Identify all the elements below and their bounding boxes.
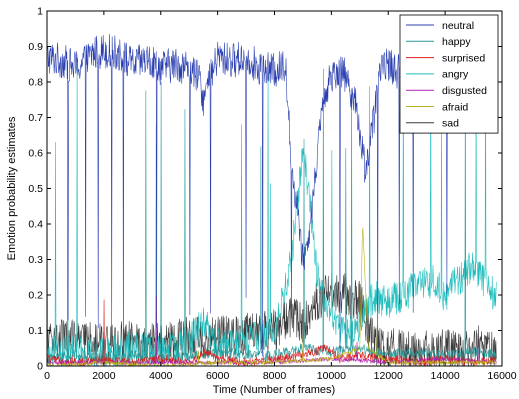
legend-label-angry: angry	[442, 69, 469, 81]
y-tick-label: 0.9	[28, 41, 43, 53]
y-tick-label: 0.3	[28, 254, 43, 266]
x-tick-label: 14000	[431, 370, 460, 382]
y-tick-label: 0.8	[28, 77, 43, 89]
series-line-surprised	[47, 299, 497, 366]
tick-layer: 0 2000 4000 6000 8000 10000 12000 14000 16000 0 0.…	[28, 6, 516, 383]
legend-label-happy: happy	[442, 36, 471, 48]
y-tick-label: 0.6	[28, 148, 43, 160]
series-line-afraid	[47, 227, 497, 366]
y-tick-label: 0.1	[28, 325, 43, 337]
x-tick-label: 2000	[92, 370, 116, 382]
x-tick-label: 0	[44, 370, 50, 382]
legend-label-neutral: neutral	[442, 20, 474, 32]
y-tick-label: 0.5	[28, 183, 43, 195]
y-tick-label: 0.7	[28, 112, 43, 124]
y-tick-label: 0	[37, 361, 43, 373]
x-tick-label: 10000	[317, 370, 346, 382]
y-tick-label: 0.4	[28, 219, 43, 231]
x-tick-label: 16000	[487, 370, 516, 382]
x-tick-label: 4000	[149, 370, 173, 382]
legend-label-sad: sad	[442, 118, 459, 130]
legend: neutral happy surprised angry disgusted afrai…	[399, 14, 499, 134]
x-axis-label: Time (Number of frames)	[213, 384, 335, 396]
legend-label-surprised: surprised	[442, 52, 485, 64]
legend-label-afraid: afraid	[442, 101, 468, 113]
x-tick-label: 6000	[206, 370, 230, 382]
y-axis-label: Emotion probability estimates	[6, 116, 18, 260]
y-tick-label: 0.2	[28, 290, 43, 302]
x-tick-label: 8000	[263, 370, 287, 382]
y-tick-label: 1	[37, 6, 43, 18]
series-line-happy	[47, 59, 497, 365]
x-tick-label: 12000	[374, 370, 403, 382]
legend-label-disgusted: disgusted	[442, 85, 487, 97]
